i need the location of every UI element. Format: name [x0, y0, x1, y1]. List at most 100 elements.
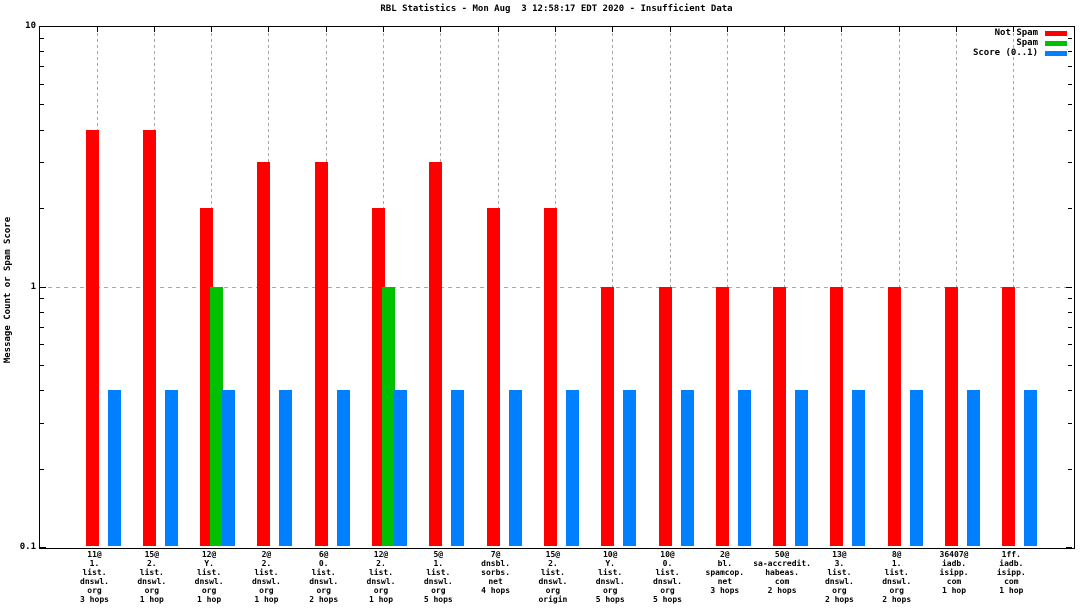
y-tick-minor: [40, 390, 44, 392]
bar-not-spam: [887, 286, 901, 546]
y-tick-major: [1066, 286, 1072, 288]
x-tick-top: [956, 27, 957, 32]
y-tick-minor: [40, 162, 44, 164]
x-tick-top: [784, 27, 786, 32]
x-tick-top: [96, 27, 98, 32]
y-tick-minor: [40, 298, 44, 300]
bar-not-spam: [429, 162, 443, 546]
x-category-label: 1ff. iadb. isipp. com 1 hop: [996, 550, 1026, 595]
bar-not-spam: [715, 286, 729, 546]
bar-score: [279, 390, 293, 546]
x-category-label: 2@ 2. list. dnswl. org 1 hop: [251, 550, 281, 604]
x-tick-top: [612, 27, 614, 32]
x-category-label: 11@ 1. list. dnswl. org 3 hops: [80, 550, 109, 604]
x-tick-top: [383, 27, 384, 32]
x-tick-top: [898, 27, 900, 32]
y-tick-minor: [1068, 390, 1072, 392]
y-tick-major: [40, 547, 46, 548]
bar-not-spam: [543, 208, 557, 546]
x-tick-top: [268, 27, 270, 32]
legend-label: Score (0..1): [972, 48, 1038, 58]
plot-frame: [39, 26, 1075, 549]
bar-score: [107, 390, 121, 546]
legend-item: Not Spam: [973, 28, 1067, 38]
bar-not-spam: [314, 162, 328, 546]
bar-spam: [382, 286, 395, 546]
x-category-label: 8@ 1. list. dnswl. org 2 hops: [882, 550, 912, 604]
y-tick-minor: [40, 311, 44, 313]
bar-score: [852, 390, 866, 546]
x-tick-top: [841, 27, 843, 32]
bar-score: [508, 390, 522, 546]
legend-swatch-not-spam: [1045, 30, 1067, 36]
y-tick-minor: [40, 83, 44, 85]
bar-score: [909, 390, 923, 546]
x-tick-top: [497, 27, 499, 32]
y-tick-minor: [40, 37, 44, 39]
bar-not-spam: [773, 286, 787, 546]
bar-score: [623, 390, 637, 546]
legend-label: Spam: [1016, 38, 1038, 48]
bar-not-spam: [945, 286, 958, 546]
y-tick-minor: [1068, 162, 1072, 164]
x-category-label: 5@ 1. list. dnswl. org 5 hops: [423, 550, 453, 604]
x-tick-top: [1013, 27, 1015, 32]
y-tick-minor: [1068, 311, 1072, 313]
x-category-label: 12@ 2. list. dnswl. org 1 hop: [366, 550, 396, 604]
bar-not-spam: [85, 129, 99, 546]
y-tick-major: [40, 26, 46, 27]
bar-score: [394, 390, 407, 546]
y-tick-minor: [40, 66, 44, 68]
bar-score: [967, 390, 980, 546]
y-tick-label: 1: [30, 281, 36, 292]
bar-not-spam: [200, 208, 214, 546]
y-tick-minor: [1068, 37, 1072, 39]
y-tick-major: [1066, 26, 1072, 27]
bar-score: [451, 390, 465, 546]
x-tick-top: [669, 27, 671, 32]
y-tick-label: 10: [25, 21, 36, 31]
y-tick-minor: [40, 468, 44, 470]
x-category-label: 10@ 0. list. dnswl. org 5 hops: [653, 550, 682, 604]
x-category-label: 12@ Y. list. dnswl. org 1 hop: [194, 550, 224, 604]
y-tick-minor: [40, 208, 44, 210]
bar-not-spam: [1002, 286, 1016, 546]
bar-not-spam: [486, 208, 500, 546]
chart-title: RBL Statistics - Mon Aug 3 12:58:17 EDT …: [380, 4, 733, 14]
bar-score: [164, 390, 178, 546]
x-category-label: 36407@ iadb. isipp. com 1 hop: [939, 550, 969, 595]
y-tick-minor: [1068, 298, 1072, 300]
bar-score: [737, 390, 751, 546]
x-category-label: 50@ sa-accredit. habeas. com 2 hops: [753, 550, 811, 595]
y-tick-minor: [1068, 208, 1072, 210]
legend: Not Spam Spam Score (0..1): [973, 28, 1067, 58]
bar-not-spam: [658, 286, 672, 546]
y-tick-minor: [1068, 129, 1072, 131]
bar-score: [795, 390, 809, 546]
y-tick-minor: [1068, 468, 1072, 470]
y-tick-minor: [40, 344, 44, 346]
y-tick-label: 0.1: [19, 542, 36, 552]
x-category-label: 13@ 3. list. dnswl. org 2 hops: [824, 550, 854, 604]
bar-not-spam: [257, 162, 271, 546]
legend-item: Spam: [973, 38, 1067, 48]
legend-swatch-spam: [1045, 40, 1067, 46]
y-tick-major: [1066, 547, 1072, 548]
y-tick-minor: [40, 104, 44, 106]
y-tick-minor: [1068, 104, 1072, 106]
bar-score: [336, 390, 350, 546]
y-tick-minor: [1068, 344, 1072, 346]
x-category-label: 7@ dnsbl. sorbs. net 4 hops: [481, 550, 511, 595]
x-category-label: 6@ 0. list. dnswl. org 2 hops: [309, 550, 339, 604]
x-tick-top: [440, 27, 442, 32]
bar-score: [222, 390, 236, 546]
y-tick-minor: [40, 51, 44, 53]
x-tick-top: [153, 27, 155, 32]
bar-score: [1024, 390, 1038, 546]
legend-label: Not Spam: [994, 28, 1038, 38]
legend-swatch-score: [1045, 50, 1067, 56]
y-tick-minor: [1068, 326, 1072, 328]
bar-score: [565, 390, 579, 546]
y-tick-minor: [1068, 364, 1072, 366]
